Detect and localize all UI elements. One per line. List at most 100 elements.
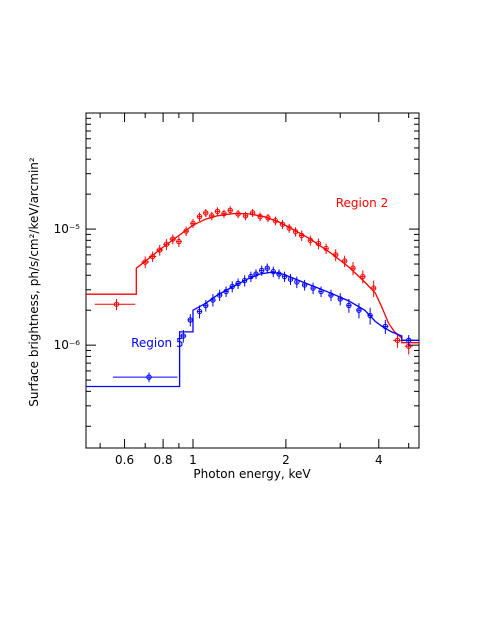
data-point [279, 219, 286, 230]
point-marker [286, 225, 292, 231]
point-marker [248, 273, 254, 280]
data-point [112, 372, 178, 383]
point-marker [221, 210, 227, 217]
point-marker [196, 213, 203, 220]
data-point [229, 281, 235, 293]
data-point [393, 333, 402, 348]
data-point [94, 298, 136, 311]
point-marker [187, 317, 193, 323]
point-marker [307, 237, 314, 244]
point-marker [190, 220, 196, 227]
data-point [203, 299, 209, 312]
data-point [227, 206, 233, 215]
data-point [356, 303, 362, 319]
data-point [341, 255, 348, 268]
x-tick-label: 2 [282, 453, 290, 467]
data-point [221, 209, 227, 218]
data-point [187, 314, 194, 327]
data-point [286, 223, 292, 233]
data-point [216, 289, 223, 302]
data-point [315, 238, 322, 250]
point-marker [196, 308, 203, 315]
point-marker [370, 285, 377, 291]
x-tick-label: 0.8 [154, 453, 173, 467]
point-marker [318, 288, 324, 295]
point-marker [223, 288, 229, 295]
data-point [370, 280, 377, 297]
data-point [214, 207, 221, 216]
series-layer [86, 206, 419, 388]
data-point [235, 278, 241, 289]
series-2 [86, 263, 419, 388]
point-marker [176, 238, 182, 245]
data-point [264, 263, 270, 274]
data-point [272, 216, 279, 226]
data-point [209, 211, 215, 221]
data-point [156, 244, 164, 256]
data-point [298, 230, 305, 241]
model-line [86, 212, 419, 344]
data-point [180, 330, 187, 343]
y-tick-label: 10⁻⁶ [54, 338, 81, 352]
point-marker [229, 283, 235, 290]
axis-ticks [86, 113, 419, 448]
point-marker [216, 292, 223, 298]
data-point [350, 262, 356, 276]
point-marker [227, 207, 233, 214]
data-point [223, 286, 229, 297]
data-point [148, 251, 157, 263]
data-point [235, 209, 241, 219]
data-point [323, 243, 329, 254]
point-marker [235, 280, 241, 287]
point-marker [209, 213, 215, 219]
data-point [287, 274, 294, 285]
point-marker [183, 228, 189, 234]
data-point [175, 236, 182, 248]
data-point [163, 239, 170, 251]
y-tick-label: 10⁻⁵ [54, 222, 81, 236]
point-marker [264, 265, 270, 271]
point-marker [323, 245, 329, 252]
data-point [259, 265, 265, 276]
point-marker [405, 337, 412, 344]
annotation-label: Region 5 [131, 336, 184, 350]
data-point [196, 212, 203, 222]
point-marker [180, 333, 186, 339]
data-point [210, 294, 216, 307]
point-marker [163, 241, 170, 247]
point-marker [310, 285, 316, 291]
point-marker [298, 232, 305, 239]
point-marker [301, 282, 308, 288]
plot-frame [85, 112, 420, 449]
point-marker [341, 258, 348, 264]
point-marker [259, 267, 265, 274]
data-point [310, 282, 316, 295]
data-point [404, 335, 413, 347]
point-marker [270, 268, 276, 275]
data-point [346, 298, 352, 313]
data-point [242, 211, 249, 221]
point-marker [394, 337, 401, 344]
point-marker [287, 276, 294, 282]
data-point [190, 219, 196, 229]
series-1 [86, 206, 419, 355]
point-marker [328, 292, 334, 298]
x-tick-label: 4 [375, 453, 383, 467]
data-point [301, 279, 308, 291]
point-marker [146, 374, 152, 380]
point-marker [332, 252, 339, 258]
point-marker [235, 211, 241, 217]
data-point [328, 289, 334, 302]
point-marker [142, 259, 148, 265]
point-marker [360, 273, 366, 280]
data-point [169, 234, 176, 245]
point-marker [276, 271, 282, 277]
data-point [367, 307, 373, 325]
point-marker [157, 247, 163, 253]
label-layer: 0.6 0.8 1 2 4 10⁻⁶ 10⁻⁵ Region 2 Region 5 [54, 196, 389, 467]
data-point [270, 266, 276, 278]
data-point [253, 269, 259, 280]
point-marker [356, 307, 362, 313]
data-point [248, 271, 254, 282]
